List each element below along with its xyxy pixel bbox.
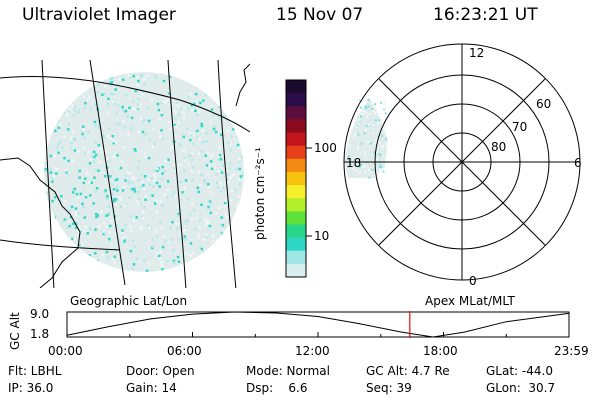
colorbar-segment xyxy=(286,171,306,186)
colorbar xyxy=(286,80,306,278)
lat-label-80: 80 xyxy=(491,140,507,154)
xtick-1200: 12:00 xyxy=(295,344,330,358)
mlt-label-6: 6 xyxy=(574,156,582,170)
colorbar-segment xyxy=(286,106,306,120)
date-label: 15 Nov 07 xyxy=(276,5,364,25)
status-door: Door: Open xyxy=(126,364,195,378)
status-dsp: Dsp: 6.6 xyxy=(246,381,308,395)
geo-image xyxy=(44,72,244,272)
altitude-ytick-top: 9.0 xyxy=(30,307,50,321)
colorbar-segment xyxy=(286,93,306,107)
status-gc-alt: GC Alt: 4.7 Re xyxy=(366,364,450,378)
colorbar-segment xyxy=(286,185,306,199)
xtick-2359: 23:59 xyxy=(554,344,589,358)
colorbar-tick-100: 100 xyxy=(314,141,337,155)
xtick-1800: 18:00 xyxy=(423,344,458,358)
status-ip: IP: 36.0 xyxy=(8,381,54,395)
colorbar-segment xyxy=(286,224,306,239)
polar-plot xyxy=(343,43,581,281)
xtick-0000: 00:00 xyxy=(48,344,83,358)
colorbar-unit-label: photon cm⁻²s⁻¹ xyxy=(253,147,267,240)
status-seq: Seq: 39 xyxy=(366,381,412,395)
colorbar-segment xyxy=(286,119,306,134)
colorbar-segment xyxy=(286,237,306,252)
mlt-label-0: 0 xyxy=(469,274,477,288)
geo-grid xyxy=(0,59,250,288)
polar-plot-label: Apex MLat/MLT xyxy=(425,294,515,308)
colorbar-tick-10: 10 xyxy=(314,229,330,243)
colorbar-segment xyxy=(286,145,306,160)
colorbar-segment xyxy=(286,158,306,173)
altitude-series-line xyxy=(66,311,569,338)
status-glon: GLon: 30.7 xyxy=(486,381,556,395)
altitude-ytick-bottom: 1.8 xyxy=(30,327,50,341)
status-gain: Gain: 14 xyxy=(126,381,177,395)
colorbar-segment xyxy=(286,263,306,278)
status-filter: Flt: LBHL xyxy=(8,364,62,378)
mlt-label-12: 12 xyxy=(469,46,485,60)
colorbar-segment xyxy=(286,80,306,94)
mlt-label-18: 18 xyxy=(346,156,362,170)
instrument-title: Ultraviolet Imager xyxy=(22,5,176,25)
lat-label-60: 60 xyxy=(536,97,552,111)
xtick-0600: 06:00 xyxy=(167,344,202,358)
lat-label-70: 70 xyxy=(512,120,528,134)
time-label: 16:23:21 UT xyxy=(433,5,538,25)
colorbar-segment xyxy=(286,198,306,212)
colorbar-segment xyxy=(286,250,306,265)
colorbar-segment xyxy=(286,211,306,226)
geo-map-label: Geographic Lat/Lon xyxy=(70,294,188,308)
status-glat: GLat: -44.0 xyxy=(486,364,553,378)
altitude-ylabel: GC Alt xyxy=(8,312,22,350)
colorbar-segment xyxy=(286,132,306,147)
status-mode: Mode: Normal xyxy=(246,364,330,378)
